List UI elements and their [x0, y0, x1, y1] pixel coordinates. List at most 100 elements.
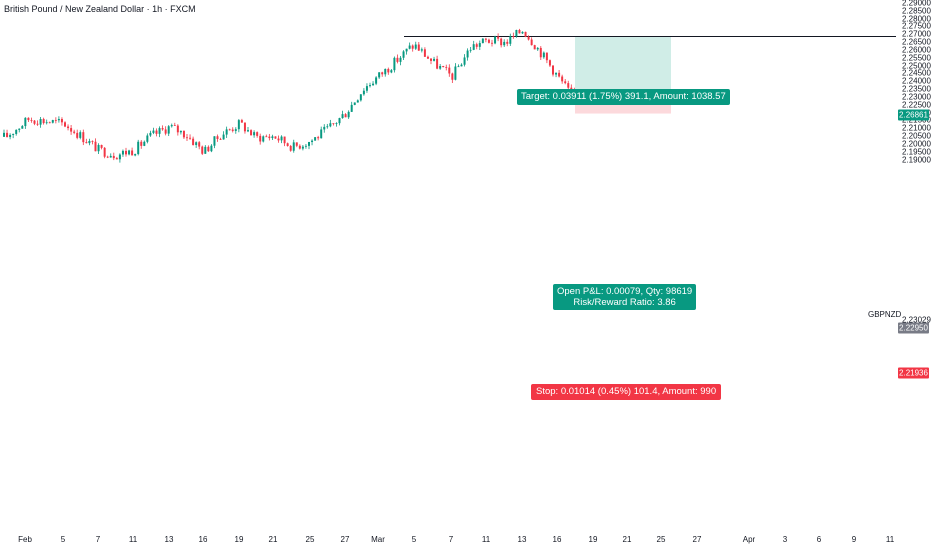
candle-body: [222, 134, 225, 140]
time-tick-label: 11: [481, 535, 491, 544]
candle-body: [161, 128, 164, 130]
candle-body: [45, 122, 48, 124]
candle-body: [494, 36, 497, 44]
candle-body: [372, 83, 375, 86]
target-zone: [575, 36, 671, 98]
candle-body: [564, 81, 567, 84]
candle-body: [268, 136, 271, 139]
candle-body: [308, 142, 310, 146]
candle-body: [500, 38, 503, 46]
price-tick-label: 2.19000: [902, 155, 931, 164]
candle-body: [231, 129, 234, 131]
candle-body: [76, 132, 79, 138]
time-tick-label: 5: [411, 535, 417, 544]
candle-body: [12, 133, 15, 135]
candle-body: [323, 126, 326, 130]
stop-callout[interactable]: Stop: 0.01014 (0.45%) 101.4, Amount: 990: [531, 384, 722, 400]
time-tick-label: 25: [305, 535, 315, 544]
candle-body: [149, 132, 152, 136]
candle-body: [527, 36, 530, 40]
candle-body: [314, 137, 317, 141]
target-callout[interactable]: Target: 0.03911 (1.75%) 391.1, Amount: 1…: [517, 89, 730, 105]
candle-body: [6, 132, 9, 138]
time-tick-label: 6: [816, 535, 822, 544]
candle-body: [387, 68, 390, 73]
candle-body: [106, 156, 109, 158]
time-tick-label: Feb: [18, 535, 32, 544]
candle-body: [451, 73, 454, 80]
candle-body: [295, 142, 298, 146]
candle-body: [73, 131, 76, 133]
candle-body: [530, 39, 533, 46]
candle-body: [420, 49, 423, 51]
candle-body: [390, 70, 393, 73]
candle-body: [51, 120, 54, 123]
price-tick-label: 2.28000: [902, 14, 931, 24]
candle-body: [3, 132, 5, 137]
candle-body: [518, 29, 521, 34]
candle-body: [350, 104, 353, 112]
candle-body: [487, 39, 490, 43]
time-tick-label: 11: [128, 535, 138, 544]
candle-body: [103, 147, 106, 157]
time-tick-label: 13: [517, 535, 527, 544]
candle-body: [320, 129, 323, 139]
candle-body: [94, 141, 97, 152]
candle-body: [234, 129, 237, 131]
time-tick-label: 16: [552, 535, 562, 544]
candle-body: [457, 66, 460, 68]
candle-body: [155, 130, 158, 134]
candle-body: [100, 144, 103, 148]
candle-body: [70, 128, 73, 132]
candle-body: [289, 145, 292, 151]
time-tick-label: 25: [656, 535, 666, 544]
candle-body: [27, 117, 30, 121]
open-pl-callout[interactable]: Open P&L: 0.00079, Qty: 98619 Risk/Rewar…: [553, 284, 697, 310]
candle-body: [555, 72, 558, 75]
candle-body: [256, 132, 259, 136]
candle-body: [402, 51, 405, 58]
candle-body: [533, 45, 536, 50]
price-tick-label: 2.29000: [902, 0, 931, 8]
candle-body: [335, 123, 338, 124]
time-tick-label: 9: [851, 535, 857, 544]
candle-body: [436, 58, 439, 69]
risk-reward-text: Risk/Reward Ratio: 3.86: [573, 297, 676, 308]
candle-body: [170, 125, 173, 127]
candle-body: [112, 155, 115, 159]
candle-body: [42, 119, 45, 124]
candle-body: [137, 141, 140, 155]
price-tick-label: 2.21000: [902, 123, 931, 133]
candle-body: [445, 67, 448, 68]
candle-body: [225, 129, 228, 135]
stop-price-tag: 2.21936: [898, 367, 929, 379]
price-tick-label: 2.26500: [902, 37, 931, 47]
candle-body: [186, 137, 188, 139]
candle-body: [179, 130, 182, 133]
candle-body: [326, 126, 329, 128]
candle-body: [219, 138, 222, 140]
candle-body: [491, 42, 493, 44]
time-tick-label: Mar: [371, 535, 385, 544]
candle-body: [216, 136, 219, 139]
open-pl-text: Open P&L: 0.00079, Qty: 98619: [557, 286, 693, 297]
candle-body: [228, 129, 231, 131]
price-tick-label: 2.19500: [902, 147, 931, 157]
candle-body: [259, 135, 262, 142]
candle-body: [67, 126, 70, 129]
candle-body: [176, 125, 179, 133]
candle-body: [478, 43, 481, 47]
candle-body: [347, 111, 350, 118]
candle-body: [85, 142, 88, 144]
candle-body: [48, 122, 51, 124]
candle-body: [262, 136, 265, 142]
candle-body: [9, 134, 12, 138]
candle-body: [301, 146, 304, 149]
candle-body: [30, 120, 33, 121]
candle-body: [567, 83, 570, 88]
candle-body: [286, 143, 289, 146]
target-price-tag: 2.26861: [898, 109, 929, 121]
candle-body: [460, 64, 463, 67]
candle-body: [503, 41, 506, 46]
